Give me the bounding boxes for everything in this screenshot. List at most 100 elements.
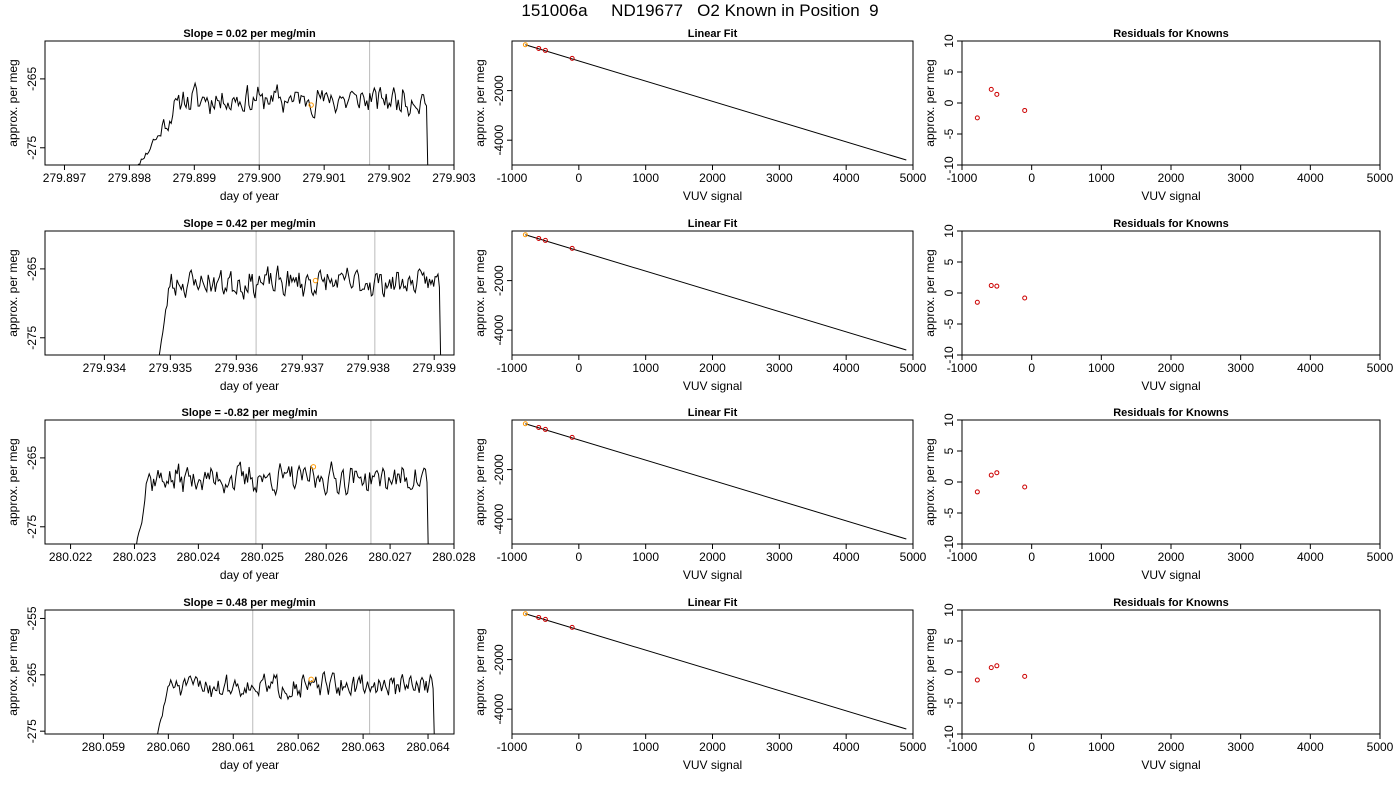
panel-title: Residuals for Knowns	[1113, 28, 1229, 40]
y-axis-label: approx. per meg	[6, 628, 20, 715]
residual-point	[1022, 295, 1028, 301]
x-axis-label: day of year	[220, 758, 279, 772]
plot-frame	[44, 40, 455, 166]
plot-content	[522, 421, 907, 540]
y-tick-label: 0	[942, 289, 956, 296]
known-point	[542, 616, 548, 622]
current-value-marker	[312, 277, 319, 284]
plot-frame	[511, 40, 914, 166]
x-tick-label: 279.938	[347, 361, 391, 375]
panel-title: Slope = 0.42 per meg/min	[183, 218, 316, 230]
panel-title: Slope = 0.48 per meg/min	[183, 597, 316, 609]
panel-title: Linear Fit	[688, 28, 738, 40]
y-tick-label: 5	[942, 447, 956, 454]
residuals-panel-3: Residuals for Knowns -1000 0 1000 2000 3000 40…	[923, 407, 1394, 582]
plot-content	[157, 610, 435, 734]
x-tick-label: 0	[1028, 361, 1035, 375]
y-axis-label: approx. per meg	[923, 438, 937, 525]
y-axis-label: approx. per meg	[923, 59, 937, 146]
x-tick-label: 4000	[833, 550, 860, 564]
x-tick-label: 5000	[1367, 550, 1394, 564]
x-tick-label: 279.939	[413, 361, 457, 375]
x-tick-label: 279.934	[83, 361, 127, 375]
panel-title: Residuals for Knowns	[1113, 597, 1229, 609]
signal-trace	[136, 461, 429, 544]
x-tick-label: 280.062	[276, 740, 320, 754]
x-tick-label: 279.899	[173, 171, 217, 185]
current-value-marker	[308, 102, 314, 108]
y-axis-label: approx. per meg	[473, 249, 487, 336]
x-axis-label: VUV signal	[1141, 758, 1200, 772]
plot-frame	[511, 230, 914, 356]
y-axis-label: approx. per meg	[473, 438, 487, 525]
y-tick-label: -275	[25, 135, 39, 159]
x-tick-label: 280.061	[212, 740, 256, 754]
plot-content	[136, 420, 429, 544]
x-tick-label: -1000	[497, 740, 528, 754]
known-point	[522, 421, 528, 427]
x-tick-label: 0	[1028, 550, 1035, 564]
current-value-marker	[308, 676, 314, 683]
x-tick-label: 1000	[1088, 550, 1115, 564]
known-point	[522, 42, 528, 48]
y-tick-label: -5	[942, 128, 956, 139]
x-tick-label: 4000	[1297, 740, 1324, 754]
x-tick-label: 279.901	[302, 171, 346, 185]
residuals-panel-1: Residuals for Knowns -1000 0 1000 2000 3000 40…	[923, 28, 1394, 203]
y-tick-label: 10	[942, 413, 956, 427]
linear-fit-panel-1: Linear Fit -1000 0 1000 2000 3000 4000 5000 -200…	[473, 28, 927, 203]
plot-content	[522, 611, 907, 730]
current-value-marker	[310, 464, 317, 470]
y-tick-label: -4000	[492, 315, 506, 346]
residual-point	[974, 489, 980, 495]
plot-frame	[961, 609, 1381, 735]
y-tick-label: 5	[942, 68, 956, 75]
y-tick-label: -2000	[492, 454, 506, 485]
plot-frame	[44, 230, 455, 356]
figure-title: 151006a ND19677 O2 Known in Position 9	[521, 1, 879, 20]
y-tick-label: 10	[942, 603, 956, 617]
y-tick-label: -275	[25, 514, 39, 538]
known-point	[536, 424, 542, 430]
residual-point	[974, 677, 980, 683]
fit-line	[525, 44, 907, 161]
x-tick-label: 5000	[1367, 171, 1394, 185]
y-tick-label: -4000	[492, 504, 506, 535]
known-point	[542, 47, 548, 53]
residual-point	[994, 663, 1000, 669]
y-tick-label: 5	[942, 258, 956, 265]
y-axis-label: approx. per meg	[6, 438, 20, 525]
signal-trace	[137, 81, 429, 165]
y-tick-label: -275	[25, 719, 39, 743]
y-tick-label: -5	[942, 318, 956, 329]
x-tick-label: 5000	[1367, 361, 1394, 375]
x-tick-label: 1000	[632, 740, 659, 754]
x-tick-label: 0	[575, 171, 582, 185]
x-tick-label: 2000	[1158, 361, 1185, 375]
known-point	[569, 624, 575, 630]
x-axis-label: day of year	[220, 379, 279, 393]
x-tick-label: -1000	[497, 361, 528, 375]
x-axis-label: day of year	[220, 189, 279, 203]
x-tick-label: 279.935	[149, 361, 193, 375]
x-tick-label: 1000	[1088, 171, 1115, 185]
plot-content	[522, 232, 907, 351]
x-tick-label: 279.900	[238, 171, 282, 185]
x-tick-label: -1000	[947, 171, 978, 185]
plot-frame	[961, 40, 1381, 166]
y-tick-label: 0	[942, 478, 956, 485]
x-tick-label: -1000	[497, 550, 528, 564]
x-tick-label: 280.028	[432, 550, 476, 564]
y-tick-label: -10	[942, 156, 956, 174]
x-axis-label: VUV signal	[1141, 379, 1200, 393]
known-point	[536, 614, 542, 620]
x-tick-label: 4000	[833, 171, 860, 185]
x-axis-label: VUV signal	[1141, 568, 1200, 582]
y-tick-label: -4000	[492, 694, 506, 725]
plot-frame	[961, 230, 1381, 356]
linear-fit-panel-2: Linear Fit -1000 0 1000 2000 3000 4000 5000 -200…	[473, 218, 927, 393]
x-tick-label: 2000	[1158, 550, 1185, 564]
y-tick-label: -2000	[492, 644, 506, 675]
residual-point	[974, 299, 980, 305]
y-tick-label: -10	[942, 535, 956, 553]
